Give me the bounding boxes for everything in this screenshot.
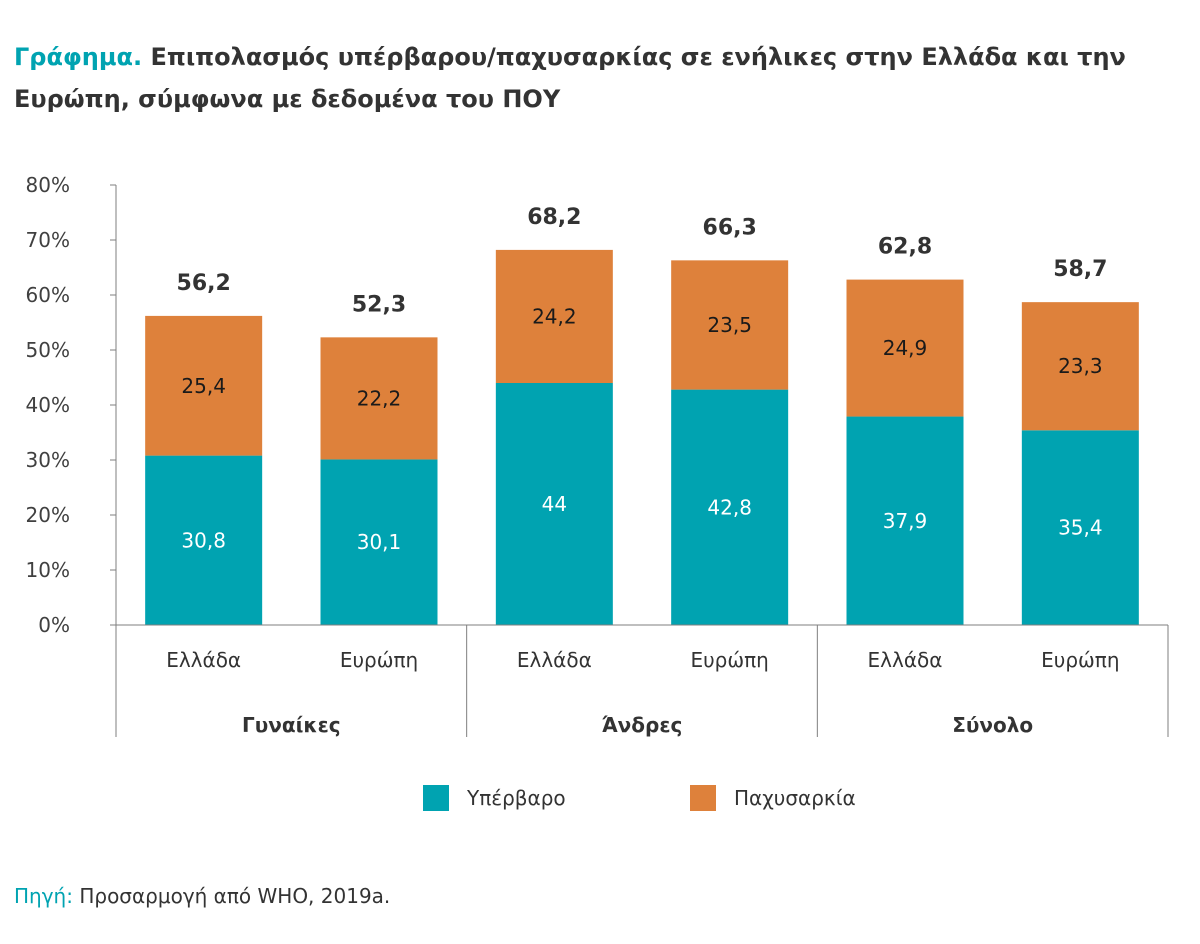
data-label-obesity: 23,5	[707, 313, 752, 337]
y-tick-label: 70%	[26, 228, 70, 252]
bar-overweight	[320, 459, 438, 625]
stacked-bar-chart: 0% 10% 20% 30% 40% 50% 60% 70% 80% 30,8 25,4 56,2 Ελ…	[26, 173, 1169, 811]
source-note: Πηγή: Προσαρμογή από WHO, 2019a.	[14, 884, 390, 908]
data-label-overweight: 37,9	[883, 509, 928, 533]
bar-overweight	[846, 416, 964, 625]
bar-overweight	[495, 383, 613, 625]
data-label-total: 66,3	[703, 215, 757, 240]
x-category-label: Ευρώπη	[340, 648, 418, 672]
x-category-label: Ευρώπη	[690, 648, 768, 672]
y-tick-label: 0%	[38, 613, 70, 637]
data-label-total: 58,7	[1053, 257, 1107, 282]
x-category-label: Ευρώπη	[1041, 648, 1119, 672]
data-label-overweight: 42,8	[707, 495, 752, 519]
legend-swatch	[690, 785, 716, 811]
data-label-total: 56,2	[177, 271, 231, 296]
y-tick-label: 40%	[26, 393, 70, 417]
source-text: Προσαρμογή από WHO, 2019a.	[79, 884, 391, 908]
data-label-overweight: 30,8	[181, 528, 226, 552]
bar-overweight	[1021, 430, 1139, 625]
data-label-obesity: 24,2	[532, 304, 577, 328]
data-label-obesity: 25,4	[181, 374, 226, 398]
data-label-overweight: 30,1	[357, 530, 402, 554]
bar-overweight	[671, 389, 789, 625]
bar-obesity	[671, 260, 789, 390]
y-tick-label: 60%	[26, 283, 70, 307]
x-group-label: Άνδρες	[602, 713, 683, 737]
legend-swatch	[423, 785, 449, 811]
source-prefix: Πηγή:	[14, 884, 73, 908]
x-category-label: Ελλάδα	[868, 648, 943, 672]
title-prefix: Γράφημα.	[14, 43, 143, 71]
legend-label: Υπέρβαρο	[466, 786, 566, 810]
y-tick-label: 80%	[26, 173, 70, 197]
y-tick-label: 20%	[26, 503, 70, 527]
x-group-label: Σύνολο	[952, 713, 1033, 737]
chart-title: Γράφημα. Επιπολασμός υπέρβαρου/παχυσαρκί…	[14, 36, 1184, 120]
bar-overweight	[145, 455, 263, 625]
y-tick-label: 10%	[26, 558, 70, 582]
legend-label: Παχυσαρκία	[734, 786, 856, 810]
bar-obesity	[1021, 302, 1139, 431]
data-label-total: 68,2	[527, 205, 581, 230]
bar-obesity	[495, 249, 613, 383]
y-tick-label: 30%	[26, 448, 70, 472]
bar-obesity	[320, 337, 438, 460]
y-tick-label: 50%	[26, 338, 70, 362]
bar-obesity	[846, 279, 964, 417]
bar-obesity	[145, 315, 263, 456]
x-group-label: Γυναίκες	[242, 713, 341, 737]
data-label-overweight: 35,4	[1058, 516, 1103, 540]
data-label-obesity: 23,3	[1058, 354, 1103, 378]
data-label-overweight: 44	[542, 492, 567, 516]
data-label-total: 52,3	[352, 292, 406, 317]
data-label-obesity: 24,9	[883, 336, 928, 360]
x-category-label: Ελλάδα	[166, 648, 241, 672]
x-category-label: Ελλάδα	[517, 648, 592, 672]
data-label-obesity: 22,2	[357, 386, 402, 410]
title-text: Επιπολασμός υπέρβαρου/παχυσαρκίας σε ενή…	[14, 43, 1126, 113]
data-label-total: 62,8	[878, 235, 932, 260]
